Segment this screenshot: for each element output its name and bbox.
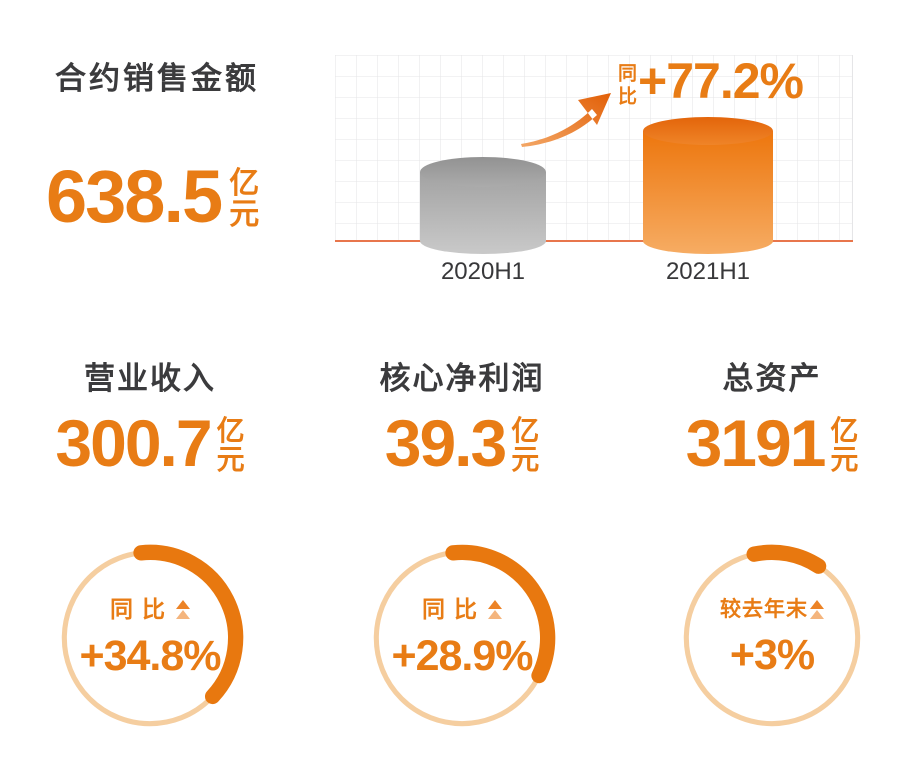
gauge-inner: 同比 +28.9% bbox=[360, 536, 564, 740]
gauge-net-profit: 同比 +28.9% bbox=[360, 536, 564, 740]
metric-number: 3191 bbox=[685, 406, 827, 480]
bar-2021h1-cylinder bbox=[643, 117, 773, 254]
yoy-growth-label: 同比 +77.2% bbox=[615, 53, 822, 109]
unit-bottom: 元 bbox=[216, 444, 245, 475]
gauge-svg bbox=[373, 544, 556, 727]
metric-column-total-assets: 总资产 3191 亿 元 较去年末 +3% bbox=[640, 360, 900, 740]
gauge-inner: 同比 +34.8% bbox=[48, 536, 252, 740]
metric-title: 核心净利润 bbox=[379, 361, 545, 396]
unit-top: 亿 bbox=[830, 415, 859, 446]
gauge-value: +28.9% bbox=[391, 632, 533, 680]
unit-top: 亿 bbox=[511, 415, 540, 446]
gauge-label: 同比 bbox=[110, 596, 174, 622]
metric-value-group: 3191 亿 元 bbox=[640, 410, 900, 476]
growth-arrow-icon bbox=[521, 93, 611, 147]
up-arrow-icon bbox=[488, 600, 502, 619]
unit-bottom: 元 bbox=[229, 198, 260, 231]
sales-bar-chart: 2020H1 2021H1 bbox=[335, 55, 854, 290]
up-arrow-icon bbox=[810, 600, 824, 619]
unit-top: 亿 bbox=[229, 167, 260, 200]
metric-title: 总资产 bbox=[722, 361, 822, 396]
metric-value-group: 300.7 亿 元 bbox=[18, 410, 282, 476]
chart-svg: 2020H1 2021H1 bbox=[335, 55, 854, 285]
metric-column-revenue: 营业收入 300.7 亿 元 同比 +34.8% bbox=[18, 360, 282, 740]
gauge-arc bbox=[133, 544, 244, 705]
headline-value-group: 638.5 亿 元 bbox=[46, 160, 259, 234]
gauge-svg bbox=[61, 544, 244, 727]
headline-unit: 亿 元 bbox=[229, 168, 259, 230]
gauge-revenue: 同比 +34.8% bbox=[48, 536, 252, 740]
gauge-total-assets: 较去年末 +3% bbox=[670, 536, 874, 740]
gauge-label: 较去年末 bbox=[720, 598, 808, 621]
gauge-label-row: 同比 bbox=[422, 598, 502, 621]
unit-bottom: 元 bbox=[511, 444, 540, 475]
yoy-prefix: 同比 bbox=[615, 63, 636, 109]
unit-top: 亿 bbox=[216, 415, 245, 446]
metric-title: 营业收入 bbox=[84, 361, 216, 396]
gauge-svg bbox=[683, 544, 861, 727]
metric-number: 300.7 bbox=[55, 406, 212, 480]
x-label-2020h1: 2020H1 bbox=[441, 258, 525, 285]
x-label-2021h1: 2021H1 bbox=[666, 258, 750, 285]
up-arrow-icon bbox=[176, 600, 190, 619]
gauge-label-row: 同比 bbox=[110, 598, 190, 621]
gauge-inner: 较去年末 +3% bbox=[670, 536, 874, 740]
gauge-label: 同比 bbox=[422, 596, 486, 622]
yoy-value: +77.2% bbox=[638, 53, 804, 109]
gauge-arc bbox=[445, 544, 556, 684]
metric-unit: 亿 元 bbox=[830, 416, 858, 474]
gauge-label-row: 较去年末 bbox=[720, 599, 824, 620]
metric-column-net-profit: 核心净利润 39.3 亿 元 同比 +28.9% bbox=[330, 360, 594, 740]
metric-unit: 亿 元 bbox=[217, 416, 245, 474]
unit-bottom: 元 bbox=[830, 444, 859, 475]
headline-number: 638.5 bbox=[46, 155, 223, 238]
bar-2020h1-cylinder bbox=[420, 157, 546, 254]
metric-number: 39.3 bbox=[384, 406, 507, 480]
gauge-arc bbox=[746, 544, 827, 574]
headline-title: 合约销售金额 bbox=[55, 61, 259, 96]
metric-value-group: 39.3 亿 元 bbox=[330, 410, 594, 476]
gauge-value: +3% bbox=[729, 631, 815, 679]
metric-unit: 亿 元 bbox=[511, 416, 539, 474]
gauge-value: +34.8% bbox=[79, 632, 221, 680]
